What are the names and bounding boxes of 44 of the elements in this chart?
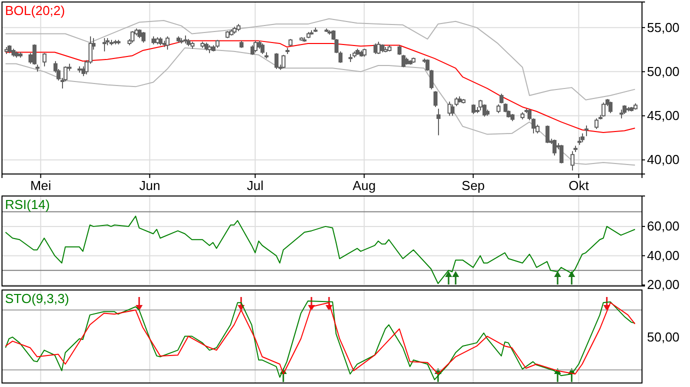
y-tick-label: 40,00 — [647, 248, 680, 263]
candlestick — [602, 102, 606, 118]
candlestick — [42, 52, 46, 67]
candlestick — [402, 54, 406, 68]
candlestick — [282, 54, 286, 69]
candlestick — [436, 108, 440, 136]
candlestick — [570, 150, 574, 171]
candlestick — [142, 31, 146, 44]
candlestick — [594, 118, 598, 130]
candlestick — [500, 93, 504, 104]
x-tick-label: Aug — [352, 178, 376, 194]
line-series — [5, 216, 636, 284]
y-tick-label: 45,00 — [647, 108, 680, 123]
x-tick-label: Okt — [568, 178, 590, 194]
candlestick — [482, 104, 486, 118]
y-tick-label: 50,00 — [647, 64, 680, 79]
candlestick — [584, 124, 588, 137]
candlestick — [274, 52, 278, 70]
y-tick-label: 55,00 — [647, 20, 680, 35]
line-series — [5, 47, 636, 166]
x-tick-label: Sep — [462, 178, 485, 194]
y-tick-label: 60,00 — [647, 218, 680, 234]
x-tick-label: Jun — [139, 178, 160, 194]
candlestick — [102, 38, 106, 52]
candlestick — [166, 36, 170, 50]
y-tick-label: 20,00 — [647, 277, 680, 292]
candlestick — [260, 42, 264, 55]
line-series — [5, 18, 636, 100]
candlestick — [608, 101, 612, 114]
chart-title: RSI(14) — [5, 197, 50, 212]
chart-title: BOL(20;2) — [5, 3, 65, 18]
candlestick — [552, 139, 556, 156]
candlestick — [376, 41, 380, 55]
candlestick — [560, 144, 564, 164]
candlestick — [546, 124, 550, 144]
candlestick — [434, 90, 438, 108]
y-tick-label: 40,00 — [647, 152, 680, 168]
x-tick-label: Jul — [246, 178, 264, 194]
candlestick — [398, 44, 402, 56]
chart-title: STO(9,3,3) — [5, 291, 70, 306]
candlestick — [32, 44, 36, 66]
x-tick-label: Mei — [30, 178, 52, 194]
candlestick — [254, 40, 258, 53]
candlestick — [130, 30, 134, 44]
